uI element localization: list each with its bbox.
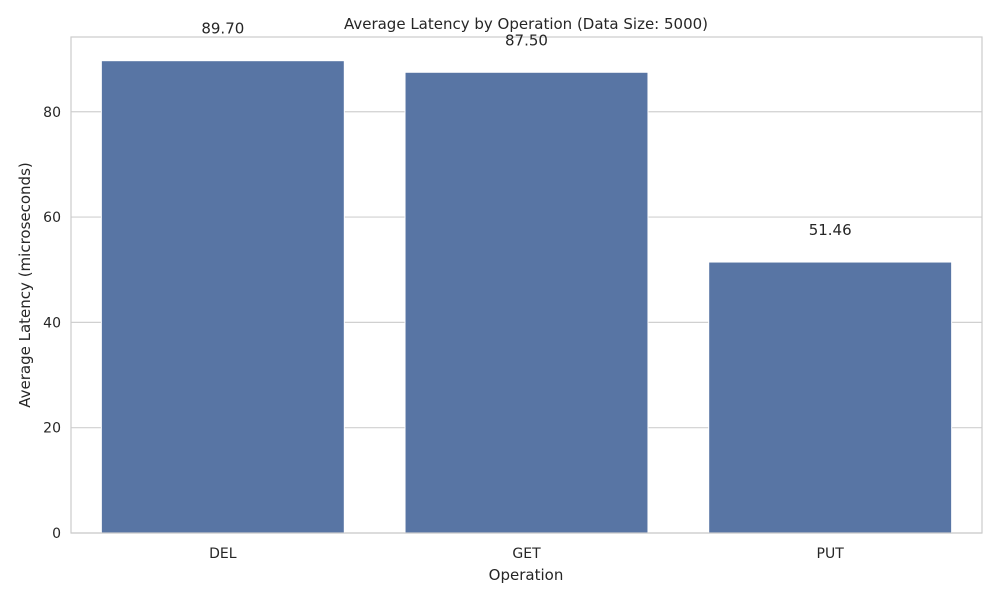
- y-tick-label: 40: [43, 315, 61, 331]
- y-tick-label: 80: [43, 105, 61, 121]
- data-labels: 89.70 87.50 51.46: [201, 20, 851, 239]
- bar-get: [404, 71, 649, 534]
- bar-put: [708, 261, 953, 534]
- x-tick-label: GET: [512, 546, 541, 562]
- y-tick-label: 60: [43, 210, 61, 226]
- x-tick-labels: DEL GET PUT: [209, 546, 844, 562]
- plot-frame: [70, 36, 983, 534]
- y-tick-labels: 0 20 40 60 80: [43, 105, 61, 542]
- y-axis-label: Average Latency (microseconds): [16, 162, 34, 407]
- x-tick-label: PUT: [817, 546, 845, 562]
- y-tick-label: 0: [52, 526, 61, 542]
- x-tick-label: DEL: [209, 546, 237, 562]
- x-axis-label: Operation: [489, 566, 564, 584]
- chart-title: Average Latency by Operation (Data Size:…: [344, 15, 708, 33]
- bars: [100, 60, 953, 534]
- data-label-get: 87.50: [505, 31, 548, 49]
- bar-del: [100, 60, 345, 534]
- data-label-del: 89.70: [201, 20, 244, 38]
- y-tick-label: 20: [43, 421, 61, 437]
- data-label-put: 51.46: [809, 221, 852, 239]
